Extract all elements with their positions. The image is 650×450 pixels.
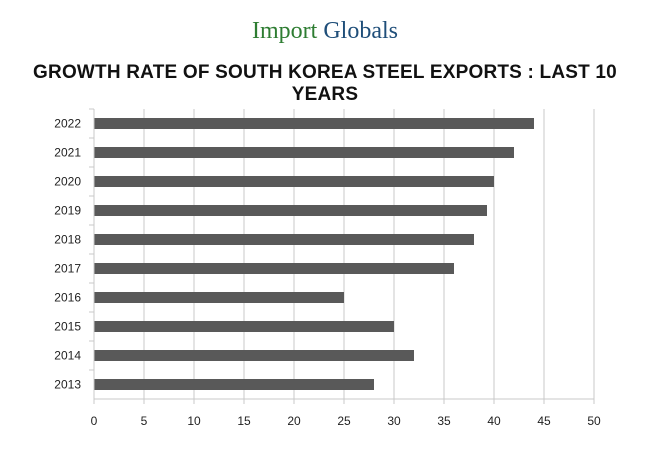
logo-text-globals: Globals [323, 18, 398, 44]
x-tick-label: 40 [487, 414, 501, 428]
x-tick-label: 30 [387, 414, 401, 428]
y-tick-label: 2015 [54, 320, 81, 334]
bar-2019 [94, 205, 487, 216]
x-tick-label: 25 [337, 414, 351, 428]
bar-2017 [94, 263, 454, 274]
bar-2020 [94, 176, 494, 187]
bar-2018 [94, 234, 474, 245]
bar-2016 [94, 292, 344, 303]
y-tick-label: 2019 [54, 204, 81, 218]
bar-2013 [94, 379, 374, 390]
y-tick-label: 2018 [54, 233, 81, 247]
x-tick-label: 15 [237, 414, 251, 428]
x-tick-label: 20 [287, 414, 301, 428]
x-tick-label: 45 [537, 414, 551, 428]
logo-text-import: Import [252, 18, 324, 44]
y-tick-label: 2014 [54, 349, 81, 363]
x-tick-label: 50 [587, 414, 601, 428]
x-tick-label: 35 [437, 414, 451, 428]
y-tick-label: 2016 [54, 291, 81, 305]
chart-title: GROWTH RATE OF SOUTH KOREA STEEL EXPORTS… [33, 62, 617, 105]
y-tick-label: 2021 [54, 146, 81, 160]
bar-2015 [94, 321, 394, 332]
y-tick-label: 2013 [54, 378, 81, 392]
bar-2022 [94, 118, 534, 129]
y-tick-label: 2017 [54, 262, 81, 276]
y-tick-label: 2020 [54, 175, 81, 189]
x-tick-label: 10 [187, 414, 201, 428]
bar-2021 [94, 147, 514, 158]
x-tick-label: 5 [141, 414, 148, 428]
x-tick-label: 0 [91, 414, 98, 428]
import-globals-logo: Import Globals [0, 18, 650, 45]
bar-2014 [94, 350, 414, 361]
y-tick-label: 2022 [54, 117, 81, 131]
